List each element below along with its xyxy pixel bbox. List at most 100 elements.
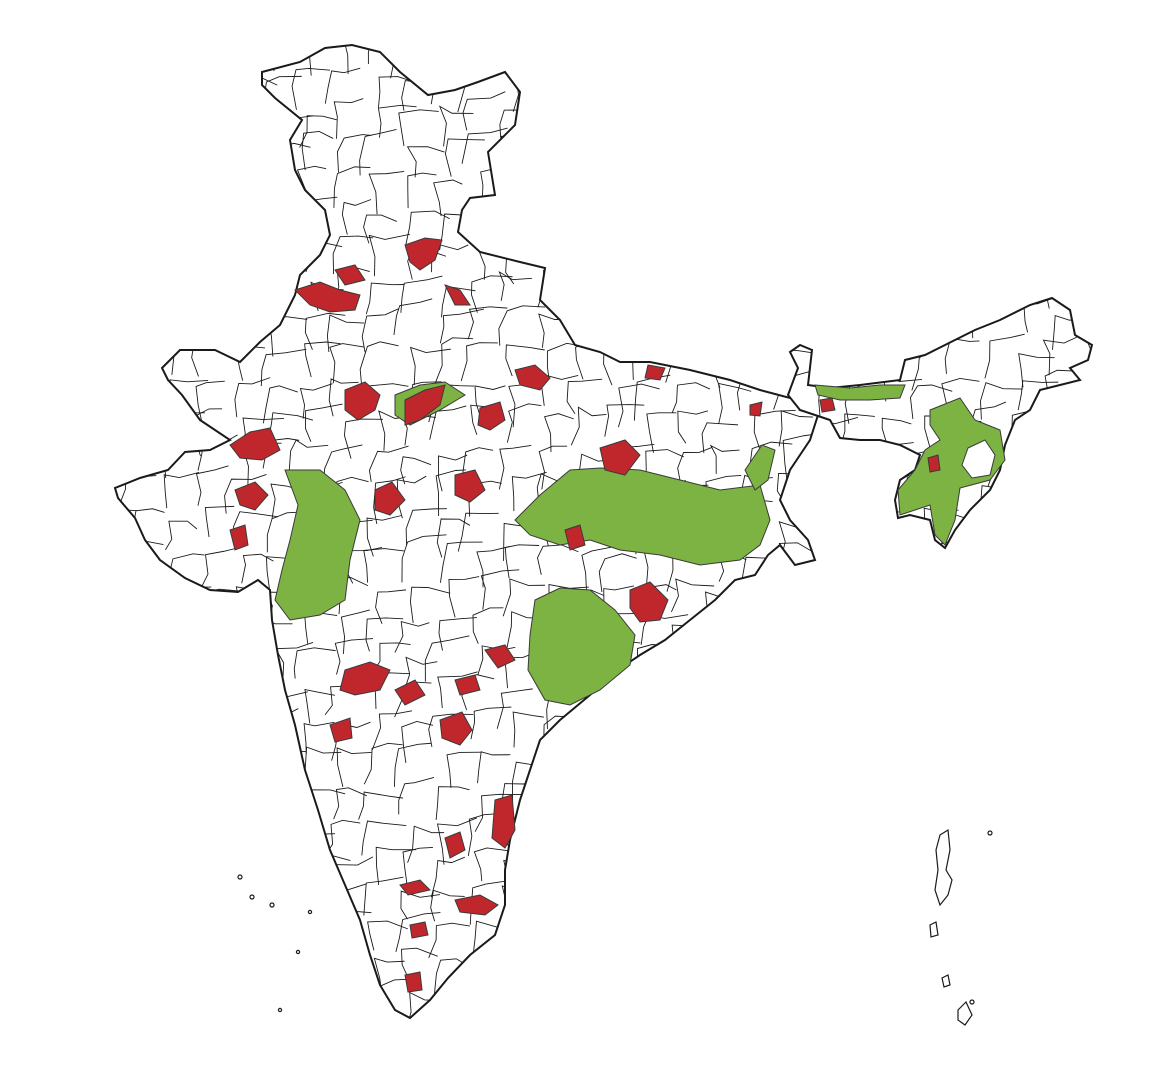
district-boundary-segment — [273, 786, 302, 824]
district-boundary-segment — [578, 753, 615, 799]
district-boundary-segment — [138, 821, 174, 863]
district-boundary-segment — [1012, 645, 1056, 677]
district-boundary-segment — [89, 1023, 125, 1070]
district-boundary-segment — [1015, 575, 1057, 616]
district-boundary-segment — [511, 471, 547, 512]
district-boundary-segment — [712, 675, 758, 718]
district-boundary-segment — [854, 237, 896, 278]
district-boundary-segment — [169, 273, 207, 315]
district-boundary-segment — [750, 170, 786, 208]
district-boundary-segment — [539, 202, 576, 234]
district-boundary-segment — [304, 688, 336, 724]
district-boundary-segment — [511, 995, 546, 1018]
district-boundary-segment — [836, 550, 881, 582]
district-boundary-segment — [359, 128, 397, 176]
district-boundary-segment — [333, 166, 371, 208]
district-red-karnataka-2 — [329, 717, 353, 743]
district-red-gujarat — [234, 481, 269, 511]
district-boundary-segment — [670, 578, 715, 613]
district-boundary-segment — [1089, 924, 1092, 959]
district-boundary-segment — [671, 382, 711, 413]
district-boundary-segment — [641, 57, 675, 107]
district-boundary-segment — [115, 540, 131, 585]
district-boundary-segment — [878, 169, 917, 204]
district-boundary-segment — [745, 248, 783, 280]
district-boundary-segment — [643, 303, 685, 341]
district-boundary-segment — [905, 541, 948, 591]
district-boundary-segment — [333, 787, 368, 820]
district-boundary-segment — [299, 115, 337, 148]
district-boundary-segment — [944, 134, 994, 174]
district-boundary-segment — [679, 145, 717, 182]
district-green-odisha-chhattisgarh — [527, 587, 636, 706]
northeast-green-inner-ring — [961, 439, 996, 479]
district-boundary-segment — [141, 270, 177, 314]
district-boundary-segment — [746, 821, 782, 851]
district-boundary-segment — [504, 544, 540, 579]
district-boundary-segment — [581, 546, 612, 594]
district-boundary-segment — [875, 773, 905, 812]
district-boundary-segment — [433, 958, 470, 997]
district-boundary-segment — [241, 553, 274, 584]
district-boundary-segment — [772, 793, 807, 822]
district-boundary-segment — [329, 994, 370, 1018]
district-boundary-segment — [911, 648, 943, 693]
district-boundary-segment — [266, 511, 309, 553]
district-boundary-segment — [332, 235, 374, 275]
district-boundary-segment — [703, 137, 738, 184]
district-boundary-segment — [770, 626, 808, 667]
district-boundary-segment — [444, 138, 485, 177]
district-boundary-segment — [198, 993, 234, 1018]
district-boundary-segment — [672, 203, 705, 240]
district-boundary-segment — [609, 989, 647, 1018]
district-boundary-segment — [407, 172, 437, 209]
district-boundary-segment — [868, 1016, 911, 1018]
district-boundary-segment — [703, 882, 745, 917]
district-boundary-segment — [537, 815, 572, 859]
district-boundary-segment — [123, 851, 162, 888]
district-boundary-segment — [713, 617, 743, 653]
district-boundary-segment — [115, 408, 132, 454]
district-boundary-segment — [160, 171, 195, 210]
district-boundary-segment — [702, 312, 744, 351]
district-boundary-segment — [815, 711, 845, 748]
district-boundary-segment — [1010, 818, 1053, 850]
district-boundary-segment — [1015, 1023, 1046, 1057]
district-boundary-segment — [209, 744, 246, 781]
lakshadweep-dot-3 — [269, 902, 275, 908]
district-boundary-segment — [975, 999, 1022, 1018]
district-boundary-segment — [850, 454, 883, 492]
district-boundary-segment — [115, 814, 133, 850]
district-boundary-segment — [782, 432, 822, 481]
district-boundary-segment — [401, 534, 447, 583]
district-boundary-segment — [469, 880, 509, 925]
district-boundary-segment — [1094, 347, 1128, 386]
district-boundary-segment — [805, 472, 845, 514]
district-boundary-segment — [574, 853, 617, 894]
district-boundary-segment — [852, 45, 884, 72]
district-boundary-segment — [157, 841, 202, 881]
district-boundary-segment — [843, 624, 874, 665]
district-boundary-segment — [439, 308, 485, 344]
district-boundary-segment — [646, 412, 677, 453]
district-boundary-segment — [326, 314, 365, 353]
district-boundary-segment — [777, 163, 812, 206]
district-red-telangana — [484, 644, 516, 669]
district-red-bengal — [749, 401, 763, 417]
district-boundary-segment — [698, 952, 742, 984]
district-boundary-segment — [118, 1032, 166, 1071]
district-boundary-segment — [365, 282, 405, 315]
district-red-chhattisgarh — [564, 524, 586, 551]
district-boundary-segment — [836, 988, 884, 1018]
district-boundary-segment — [572, 45, 607, 81]
district-boundary-segment — [172, 617, 211, 651]
district-boundary-segment — [171, 646, 206, 685]
district-boundary-segment — [672, 855, 710, 897]
district-boundary-segment — [393, 742, 432, 787]
district-boundary-segment — [127, 214, 170, 249]
district-boundary-segment — [234, 685, 264, 725]
district-boundary-segment — [343, 418, 383, 459]
district-boundary-segment — [1017, 380, 1059, 411]
district-boundary-segment — [227, 616, 262, 654]
